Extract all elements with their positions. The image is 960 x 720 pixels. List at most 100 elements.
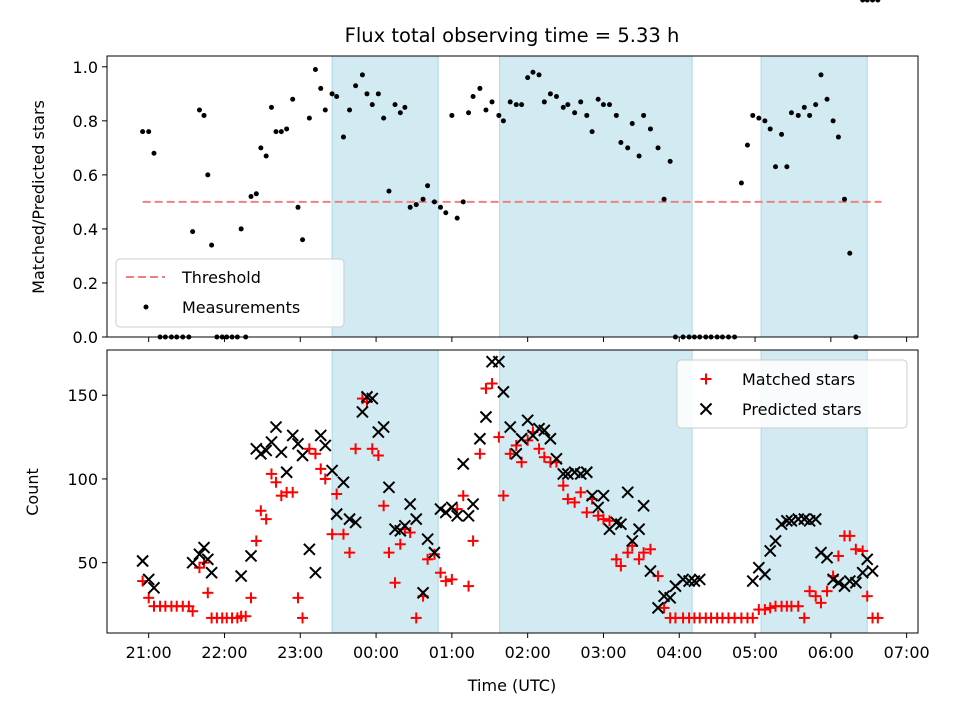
top-y-axis-label: Matched/Predicted stars (29, 100, 48, 294)
matched-star-point (202, 587, 214, 599)
matched-star-point (810, 590, 822, 602)
matched-star-point (394, 538, 406, 550)
predicted-star-point (591, 501, 605, 514)
predicted-star-point (445, 501, 459, 514)
predicted-star-point (580, 466, 593, 479)
measurement-point (667, 158, 673, 164)
predicted-star-point (809, 512, 822, 526)
measurement-point (278, 129, 284, 135)
matched-star-point (410, 612, 422, 624)
measurement-point (431, 199, 437, 205)
measurement-point (196, 107, 202, 113)
predicted-star-point (632, 522, 646, 536)
matched-star-point (581, 506, 593, 518)
measurement-point (507, 99, 513, 105)
predicted-star-point (621, 486, 634, 499)
matched-star-point (832, 550, 844, 562)
predicted-star-point (746, 574, 759, 588)
measurement-point (841, 196, 847, 202)
measurement-point (750, 112, 756, 118)
predicted-star-point (366, 392, 379, 405)
measurement-points (140, 0, 881, 340)
predicted-star-point (314, 429, 327, 442)
top-y-ticks: 0.0 0.2 0.4 0.6 0.8 1.0 (73, 58, 107, 347)
matched-star-point (658, 602, 670, 614)
bottom-y-tick-label: 150 (67, 386, 98, 405)
matched-star-point (497, 490, 509, 502)
measurement-point (530, 69, 536, 75)
matched-star-point (350, 443, 362, 455)
measurement-point (795, 112, 801, 118)
legend-matched-swatch (700, 373, 712, 385)
legend-predicted-swatch (699, 402, 713, 416)
measurement-point (807, 112, 813, 118)
matched-star-point (533, 443, 545, 455)
predicted-star-point (234, 569, 248, 583)
measurement-point (392, 102, 398, 108)
measurement-point (295, 204, 301, 210)
measurement-point (625, 145, 631, 151)
measurement-point (813, 102, 819, 108)
matched-star-point (270, 476, 282, 488)
measurement-point (584, 112, 590, 118)
matched-star-point (638, 547, 650, 559)
matched-star-point (861, 590, 873, 602)
matched-star-point (404, 527, 416, 539)
predicted-star-point (651, 601, 665, 615)
measurement-point (306, 115, 312, 121)
measurement-point (500, 118, 506, 124)
matched-star-point (319, 473, 331, 485)
measurement-point (268, 104, 274, 110)
measurement-point (209, 242, 215, 248)
bottom-plot-frame (106, 349, 919, 634)
predicted-star-point (330, 507, 343, 521)
predicted-star-point (147, 581, 161, 594)
measurement-point (443, 210, 449, 216)
measurement-point (359, 72, 365, 78)
measurement-point (870, 0, 876, 3)
measurement-point (613, 112, 619, 118)
matched-star-point (759, 604, 771, 616)
predicted-star-point (682, 574, 696, 588)
measurement-point (381, 115, 387, 121)
predicted-star-point (457, 457, 470, 471)
measurement-point (536, 72, 542, 78)
predicted-star-point (585, 489, 599, 502)
measurement-point (353, 83, 359, 89)
measurement-point (402, 104, 408, 110)
measurement-point (589, 129, 595, 135)
top-x-ticks (148, 337, 908, 342)
measurement-point (779, 131, 785, 137)
predicted-star-point (275, 445, 288, 459)
predicted-star-point (142, 573, 155, 586)
predicted-star-point (382, 481, 396, 494)
matched-star-point (467, 535, 479, 547)
predicted-star-point (693, 573, 706, 586)
measurement-point (864, 0, 870, 3)
x-tick-label: 21:00 (126, 643, 172, 662)
measurement-point (595, 96, 601, 102)
measurement-point (369, 102, 375, 108)
predicted-star-point (193, 548, 206, 561)
matched-star-point (372, 449, 384, 461)
measurement-point (454, 215, 460, 221)
matched-star-point (344, 547, 356, 559)
measurement-point (151, 150, 157, 156)
predicted-star-point (849, 576, 863, 589)
legend-predicted-marker (699, 402, 713, 416)
x-axis-label: Time (UTC) (467, 676, 556, 695)
matched-star-point (446, 573, 458, 585)
measurement-point (190, 229, 196, 235)
predicted-star-point (861, 553, 874, 566)
x-tick-label: 05:00 (732, 643, 778, 662)
matched-star-point (292, 592, 304, 604)
measurement-point (784, 164, 790, 170)
measurement-point (661, 196, 667, 202)
predicted-star-point (504, 420, 517, 434)
matched-star-point (644, 543, 656, 555)
predicted-star-point (398, 519, 412, 533)
x-tick-label: 00:00 (353, 643, 399, 662)
top-y-tick-label: 0.0 (73, 328, 98, 347)
top-y-tick-label: 0.8 (73, 112, 98, 131)
measurement-point (425, 183, 431, 189)
